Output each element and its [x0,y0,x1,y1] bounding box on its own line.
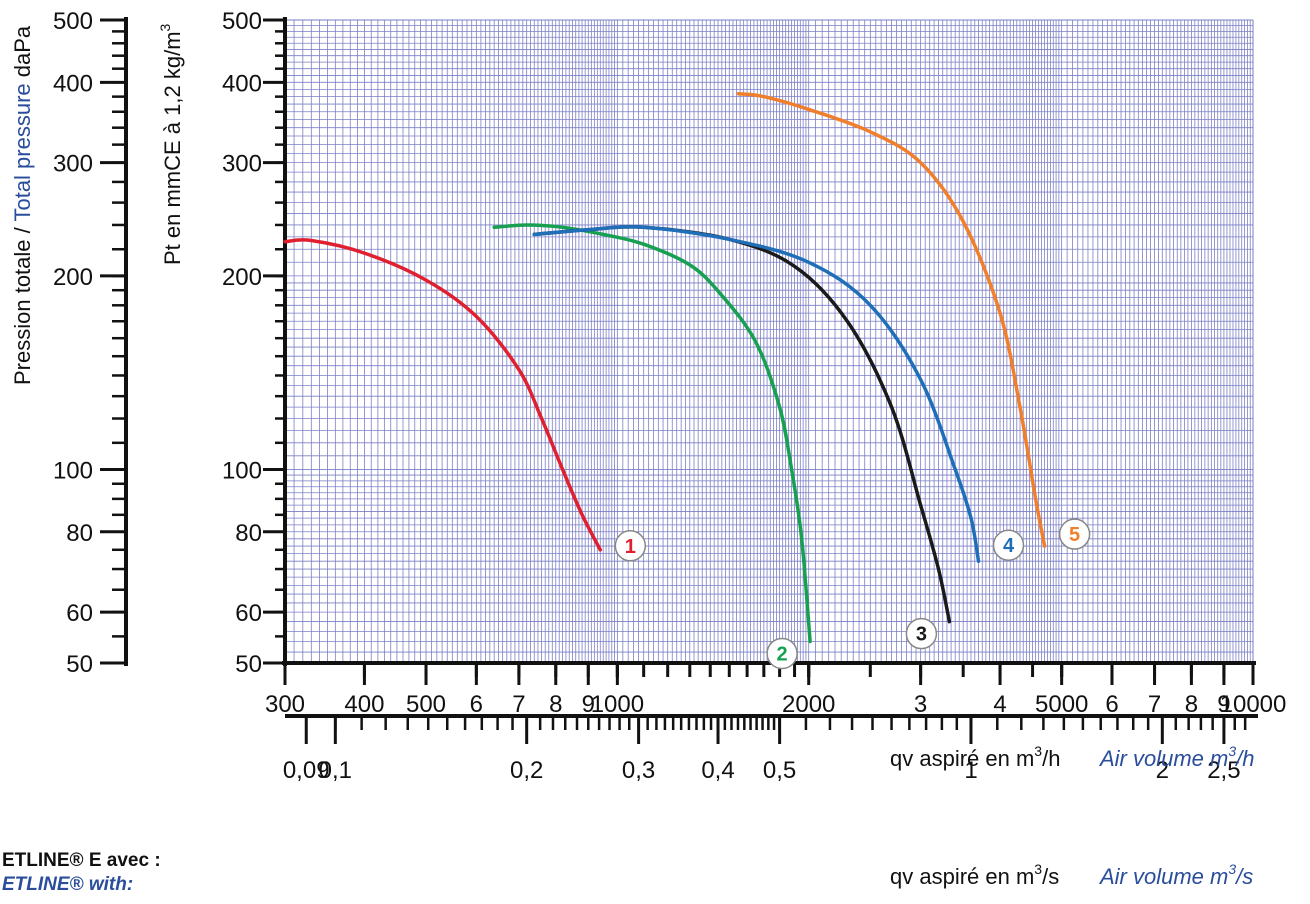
left-axis-tick-label: 300 [53,151,93,178]
bottom-axis-tick-label: 8 [1185,691,1198,718]
bottom-axis-tick-label: 500 [406,691,446,718]
bottom-axis-tick-label: 9 [1217,691,1230,718]
bottom-axis-tick-label: 9 [582,691,595,718]
bottom-axis-tick-label: 6 [470,691,483,718]
bottom-axis-tick-label: 400 [344,691,384,718]
bottom-axis-tick-label: 8 [549,691,562,718]
inner-axis-tick-label: 500 [222,8,262,35]
left-axis-tick-label: 60 [66,600,93,627]
lower-axis-tick-label: 0,1 [319,757,352,784]
lower-axis-tick-label: 2 [1156,757,1169,784]
curve-label-circle-5 [1058,518,1091,550]
left-pressure-axis: 500 400 300 200 100 80 60 50 [53,8,128,678]
bottom-axis-tick-label: 10000 [1220,691,1287,718]
bottom-axis-tick-label: 3 [914,691,927,718]
curve-label-2: 2 [777,644,788,666]
left-axis-tick-label: 500 [53,8,93,35]
curve-2 [492,223,812,644]
inner-axis-tick-label: 60 [235,600,262,627]
curve-label-5: 5 [1069,524,1080,546]
bottom-axis-tick-label: 7 [512,691,525,718]
curve-label-circle-4 [992,529,1025,561]
left-axis-tick-label: 50 [66,651,93,678]
left-axis-title: Pression totale / Total pressure daPa [10,25,35,385]
bottom-axis-tick-label: 300 [265,691,305,718]
curve-label-4: 4 [1003,535,1015,557]
curve-1 [283,238,603,552]
left-axis-tick-label: 80 [66,520,93,547]
inner-pressure-axis: 500 400 300 200 100 80 60 50 [222,8,287,678]
product-line-en: ETLINE® with: [2,874,133,895]
chart-grid [284,19,1254,664]
curve-label-circle-1 [614,530,647,562]
inner-axis-tick-label: 400 [222,70,262,97]
lower-axis-tick-label: 0,2 [510,757,543,784]
curve-label-circle-3 [905,617,938,650]
lower-axis-m3s: 0,090,1 0,2 0,3 0,4 0,5 1 2 2,5 [283,714,1258,784]
curves: 1 2 3 4 5 [283,91,1091,670]
lower-axis-tick-label: 0,09 [283,757,330,784]
left-axis-tick-label: 400 [53,70,93,97]
bottom-axis-tick-label: 5000 [1035,691,1088,718]
inner-axis-title: Pt en mmCE à 1,2 kg/m3 [157,23,185,265]
x-axis-title-m3h-fr: qv aspiré en m3/h [890,743,1060,771]
curve-4 [532,225,981,563]
curve-label-circle-2 [766,637,798,670]
x-axis-title-m3s-fr: qv aspiré en m3/s [890,861,1059,889]
inner-axis-tick-label: 50 [235,651,262,678]
x-axis-title-m3s-en: Air volume m3/s [1098,861,1253,889]
product-line-fr: ETLINE® E avec : [2,850,161,871]
curve-5 [736,91,1047,548]
bottom-axis-tick-label: 6 [1105,691,1118,718]
x-axis-title-m3h-en: Air volume m3/h [1098,743,1255,771]
left-axis-tick-label: 200 [53,264,93,291]
inner-axis-tick-label: 200 [222,264,262,291]
lower-axis-tick-label: 1 [964,757,977,784]
left-axis-tick-label: 100 [53,457,93,484]
bottom-axis-tick-label: 4 [993,691,1006,718]
bottom-axis-tick-label: 2000 [782,691,835,718]
bottom-axis-tick-label: 7 [1148,691,1161,718]
curve-3 [532,225,952,624]
inner-axis-tick-label: 300 [222,151,262,178]
lower-axis-tick-label: 0,3 [622,757,655,784]
bottom-axis-tick-label: 1000 [591,691,644,718]
inner-axis-tick-label: 80 [235,520,262,547]
curve-label-1: 1 [625,536,636,558]
inner-axis-tick-label: 100 [222,457,262,484]
lower-axis-tick-label: 0,5 [763,757,796,784]
lower-axis-tick-label: 2,5 [1207,757,1240,784]
curve-label-3: 3 [916,624,927,646]
lower-axis-tick-label: 0,4 [701,757,734,784]
